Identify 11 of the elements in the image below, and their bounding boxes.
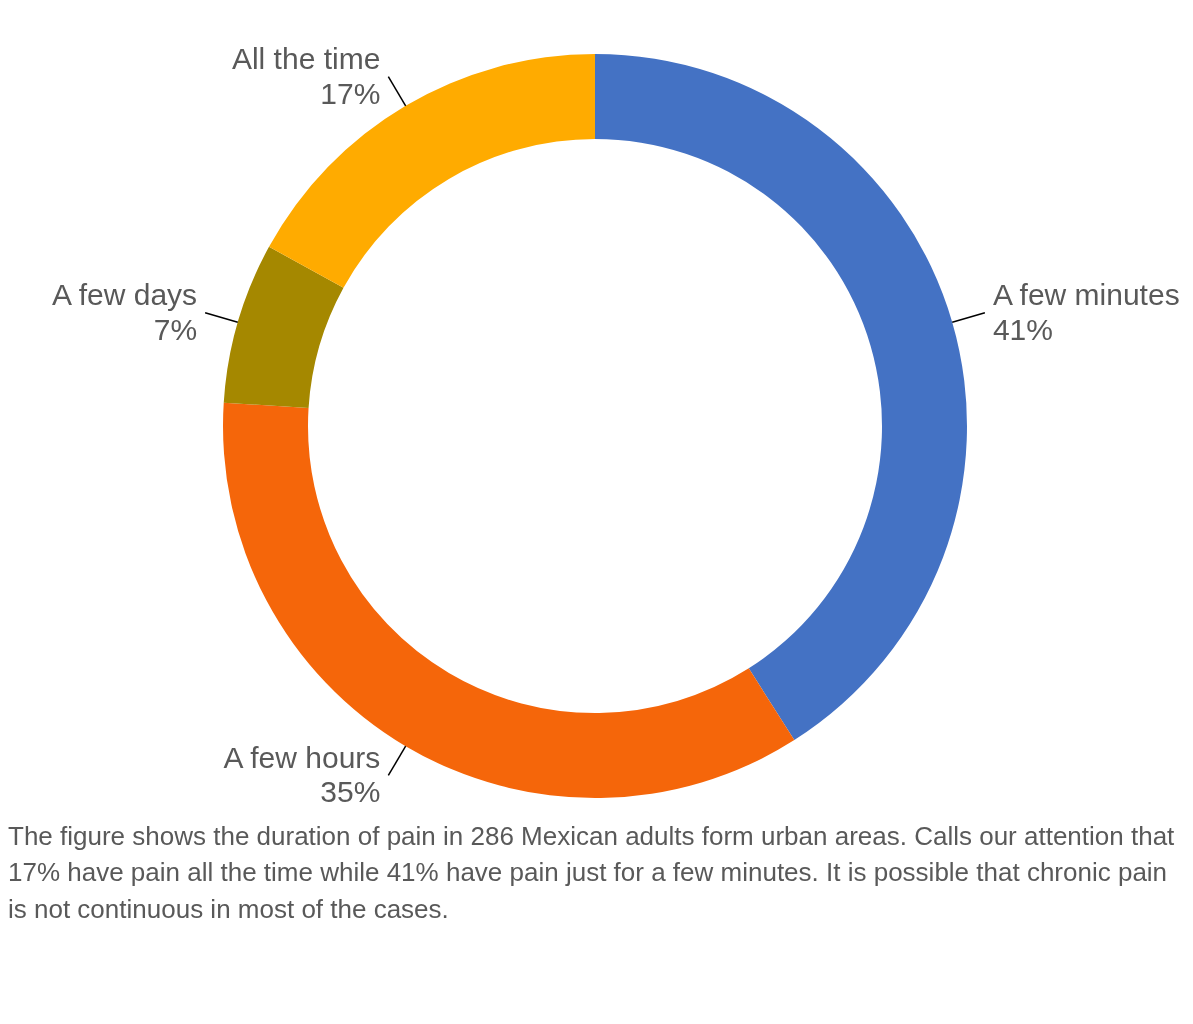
donut-slice	[223, 246, 344, 408]
data-label: 17%	[320, 76, 381, 110]
data-label: 7%	[153, 312, 198, 346]
donut-slice	[595, 54, 967, 741]
slice-label: A few minutes	[992, 278, 1180, 312]
slice-label: A few days	[52, 278, 198, 312]
data-label: 41%	[992, 312, 1053, 346]
text: The figure shows the duration of pain in 286 Mexican adults form urban areas. Calls our attention that 17% have pain all the time while 41% have pain just for a few minutes. It is possible that chronic pain is not continuous in most of the cases.	[8, 820, 1176, 926]
data-label: 35%	[320, 775, 381, 809]
slice-label: A few hours	[223, 740, 381, 774]
slice-label: All the time	[231, 42, 381, 76]
